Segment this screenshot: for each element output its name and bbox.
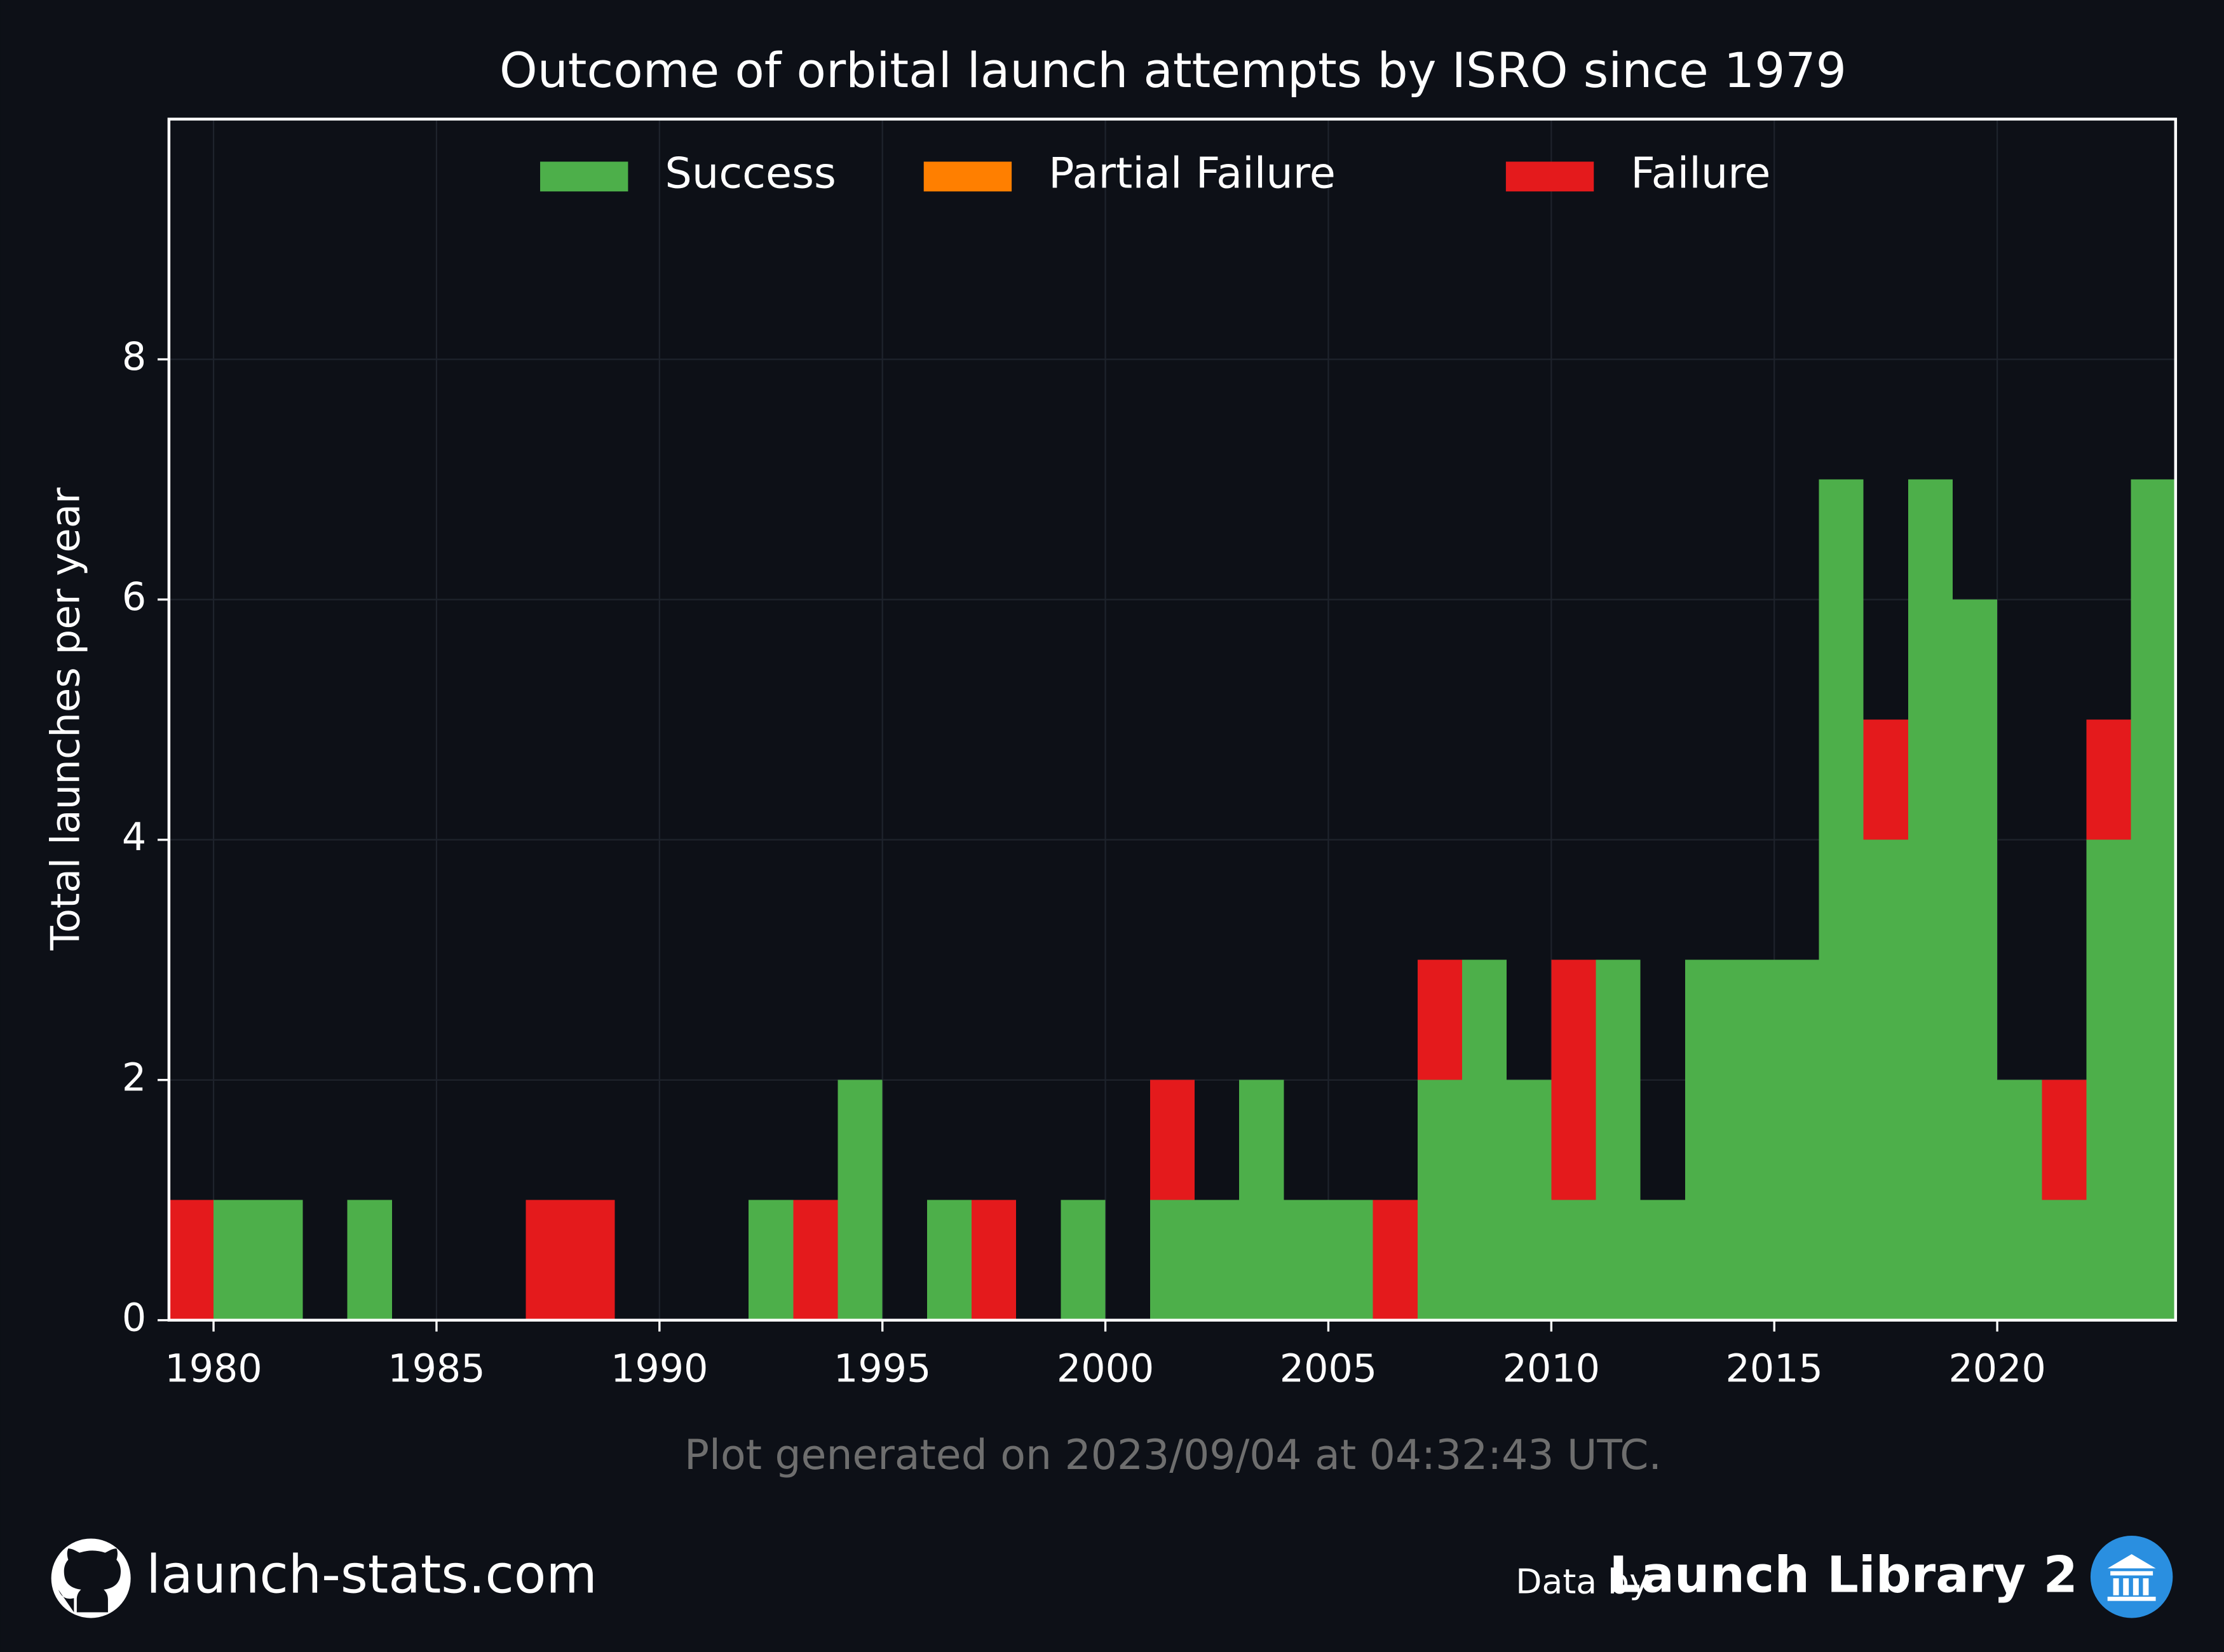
bar [1194, 1200, 1240, 1320]
bar [570, 1200, 615, 1320]
y-tick-label: 0 [122, 1296, 146, 1340]
x-tick-label: 1980 [165, 1347, 262, 1391]
legend-label: Partial Failure [1048, 148, 1336, 198]
bar [2042, 1080, 2087, 1200]
bar [1730, 959, 1775, 1320]
credit-name: Launch Library 2 [1609, 1546, 2077, 1604]
legend-swatch [1505, 161, 1594, 192]
bar [1417, 1080, 1462, 1320]
bar [1774, 959, 1819, 1320]
bar [1417, 959, 1462, 1080]
bar [2086, 839, 2131, 1320]
bar [926, 1200, 972, 1320]
x-tick-label: 1990 [611, 1347, 708, 1391]
bar [1149, 1200, 1195, 1320]
legend-label: Failure [1631, 148, 1770, 198]
bar [1149, 1080, 1195, 1200]
github-icon [51, 1538, 131, 1618]
footnote: Plot generated on 2023/09/04 at 04:32:43… [684, 1432, 1662, 1479]
library-icon [2090, 1535, 2173, 1618]
bar [1952, 599, 1998, 1320]
bar [1551, 959, 1596, 1200]
legend-label: Success [665, 148, 836, 198]
x-tick-label: 1995 [834, 1347, 931, 1391]
y-axis-label: Total launches per year [43, 487, 89, 951]
x-tick-label: 2020 [1948, 1347, 2045, 1391]
bar [972, 1200, 1017, 1320]
legend-swatch [540, 161, 628, 192]
y-tick-label: 4 [122, 815, 146, 860]
bar [347, 1200, 392, 1320]
legend-swatch [923, 161, 1012, 192]
bar [2042, 1200, 2087, 1320]
x-tick-label: 2015 [1726, 1347, 1823, 1391]
bar [749, 1200, 794, 1320]
bar [1640, 1200, 1685, 1320]
bar [1461, 959, 1507, 1320]
x-tick-label: 2005 [1280, 1347, 1377, 1391]
site-name: launch-stats.com [146, 1544, 597, 1605]
bar [1819, 479, 1864, 1320]
y-tick-label: 6 [122, 575, 146, 620]
bar [1863, 839, 1908, 1320]
bar [2131, 479, 2176, 1320]
plot-frame [167, 118, 2178, 1322]
bar [1997, 1080, 2042, 1320]
credit-prefix: Data by [1515, 1562, 1650, 1602]
bar [793, 1200, 838, 1320]
x-tick-label: 2000 [1057, 1347, 1154, 1391]
bar [1551, 1200, 1596, 1320]
x-tick-label: 1985 [388, 1347, 485, 1391]
bar [1239, 1080, 1284, 1320]
bar [1596, 959, 1641, 1320]
bar [1863, 719, 1908, 840]
bar [1328, 1200, 1373, 1320]
x-tick-label: 2010 [1503, 1347, 1600, 1391]
bar [214, 1200, 259, 1320]
y-tick-label: 8 [122, 335, 146, 379]
bar [1061, 1200, 1106, 1320]
bar [1685, 959, 1730, 1320]
bar [1908, 479, 1953, 1320]
bar [168, 1200, 214, 1320]
bar [2086, 719, 2131, 840]
bar [525, 1200, 571, 1320]
bar [837, 1080, 883, 1320]
bar [1373, 1200, 1418, 1320]
bar [258, 1200, 303, 1320]
y-tick-label: 2 [122, 1055, 146, 1100]
bar [1507, 1080, 1552, 1320]
bar [1284, 1200, 1329, 1320]
legend: Success Partial Failure Failure [540, 148, 1771, 198]
chart-title: Outcome of orbital launch attempts by IS… [499, 43, 1847, 98]
